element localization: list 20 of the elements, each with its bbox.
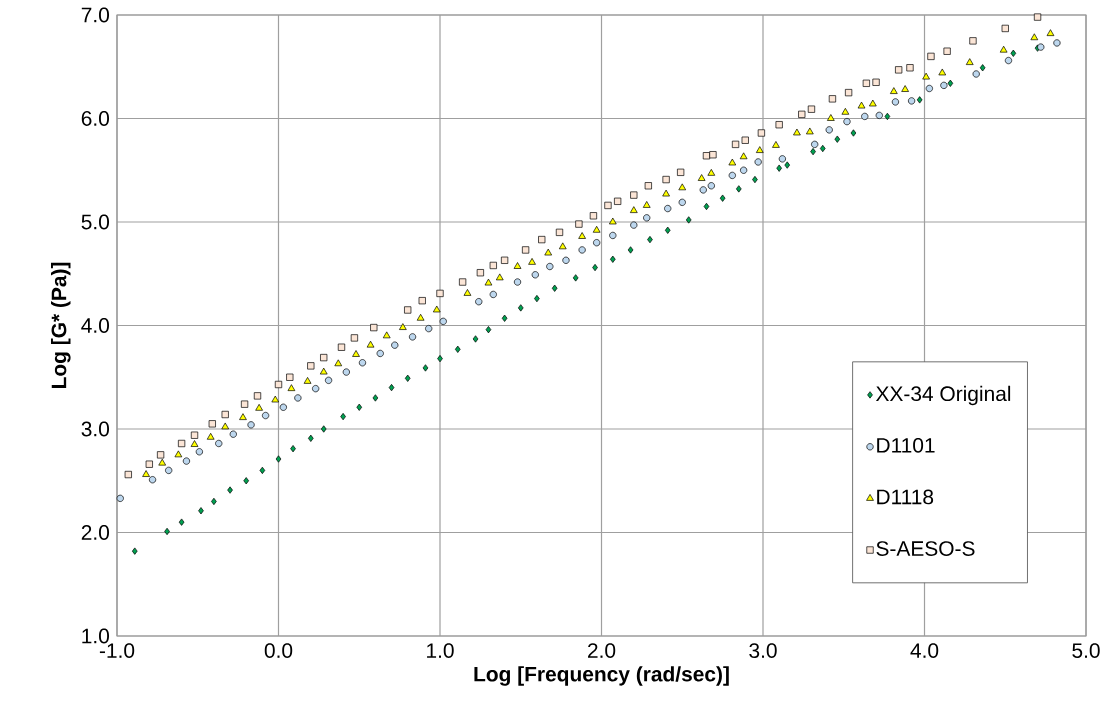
y-axis-title: Log [G* (Pa)] [50,262,71,389]
legend-label: XX-34 Original [875,385,1011,406]
y-tick-label: 6.0 [81,111,109,126]
x-tick-label: 5.0 [1072,643,1100,658]
y-tick-label: 2.0 [81,525,109,540]
x-axis-title: Log [Frequency (rad/sec)] [474,666,729,686]
y-tick-label: 4.0 [81,318,109,333]
y-tick-label: 5.0 [81,214,109,230]
legend-label: S-AESO-S [876,541,975,556]
legend-label: D1118 [877,489,934,505]
y-tick-label: 7.0 [81,7,109,23]
x-tick-label: 2.0 [588,643,616,658]
x-tick-label: 1.0 [427,643,454,658]
legend-label: D1101 [877,437,935,453]
x-tick-label: 4.0 [910,643,939,658]
y-tick-label: 1.0 [82,628,109,644]
y-tick-label: 3.0 [81,421,109,437]
x-tick-label: 3.0 [749,643,777,658]
x-tick-label: 0.0 [264,643,293,658]
x-tick-label: -1.0 [99,643,135,658]
